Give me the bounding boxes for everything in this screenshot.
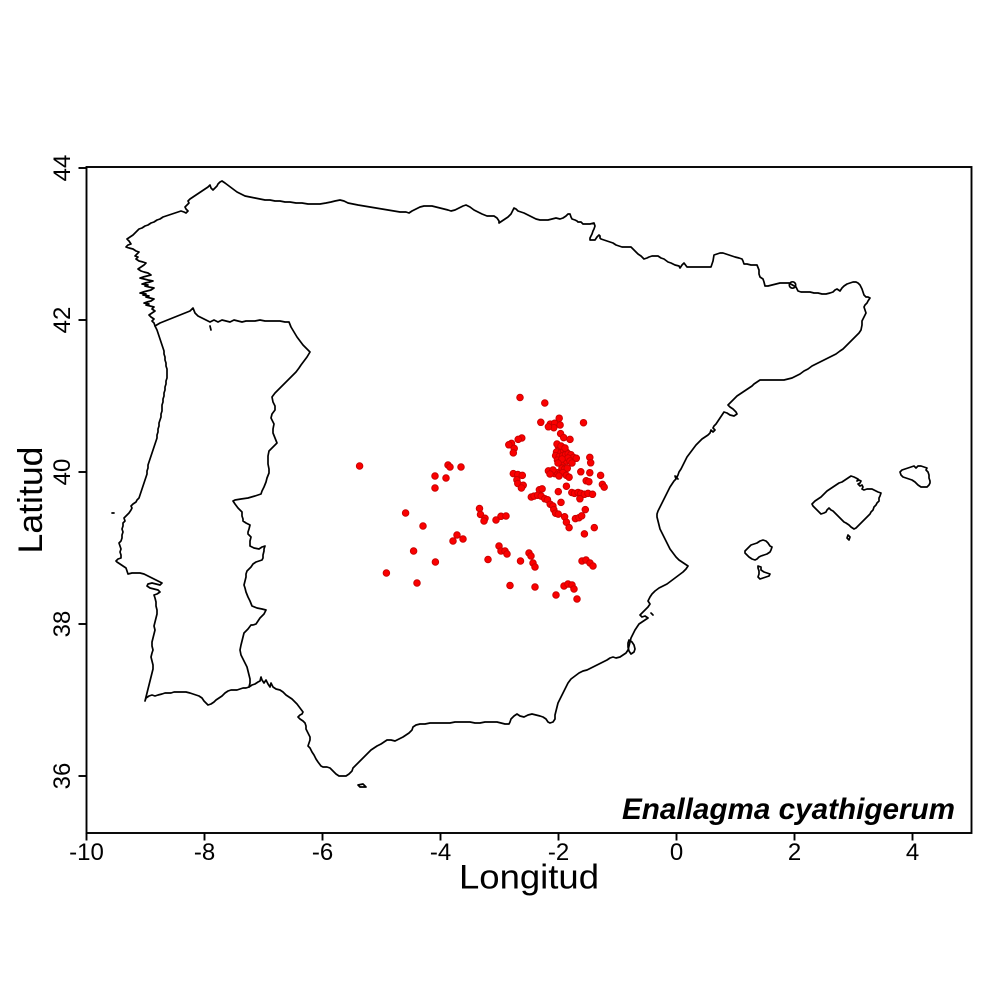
svg-text:-2: -2	[548, 839, 569, 866]
svg-text:-6: -6	[312, 839, 333, 866]
svg-text:0: 0	[670, 839, 683, 866]
svg-text:36: 36	[49, 763, 76, 790]
svg-text:4: 4	[906, 839, 919, 866]
svg-text:38: 38	[49, 611, 76, 638]
svg-text:44: 44	[49, 155, 76, 182]
svg-text:Latitud: Latitud	[12, 447, 50, 554]
svg-text:Enallagma cyathigerum: Enallagma cyathigerum	[622, 793, 955, 826]
svg-text:Longitud: Longitud	[459, 859, 599, 897]
svg-text:42: 42	[49, 307, 76, 334]
svg-text:2: 2	[788, 839, 801, 866]
svg-text:-4: -4	[430, 839, 451, 866]
svg-text:40: 40	[49, 459, 76, 486]
svg-text:-10: -10	[69, 839, 104, 866]
svg-text:-8: -8	[194, 839, 215, 866]
